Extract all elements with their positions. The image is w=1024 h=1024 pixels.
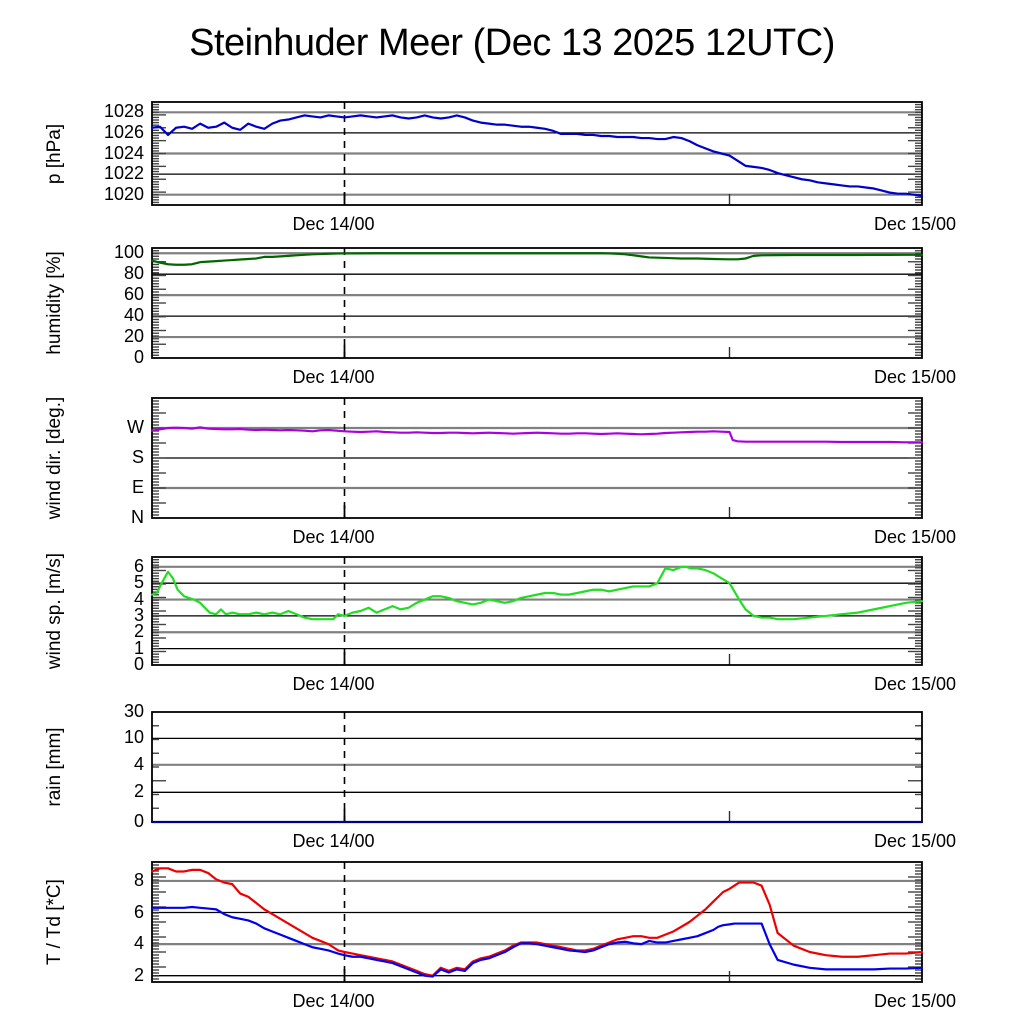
ytick-label-humidity: 100 (113, 242, 144, 263)
series-line-humidity (150, 252, 924, 266)
xtick-label-right: Dec 15/00 (874, 674, 957, 694)
ytick-label-pressure: 1022 (103, 163, 144, 184)
xtick-label-left: Dec 14/00 (292, 831, 375, 851)
series-line-wind-speed (150, 565, 924, 621)
ytick-label-temperature: 8 (133, 869, 144, 890)
xtick-label-left: Dec 14/00 (292, 214, 375, 234)
series-line-pressure (150, 114, 924, 197)
axis-label-pressure: p [hPa] (44, 123, 65, 185)
ytick-label-rain: 4 (133, 753, 144, 774)
series-line-wind-direction (150, 426, 924, 444)
ytick-label-temperature: 2 (133, 964, 144, 985)
ytick-label-pressure: 1028 (103, 101, 144, 122)
ytick-label-humidity: 80 (123, 263, 144, 284)
axis-label-wind_direction: wind dir. [deg.] (44, 396, 65, 520)
axis-label-temperature: T / Td [*C] (44, 879, 65, 965)
ytick-label-wind_speed: 1 (133, 637, 144, 658)
series-line-t (150, 867, 924, 977)
page-title: Steinhuder Meer (Dec 13 2025 12UTC) (189, 22, 835, 64)
series-line-td (150, 905, 924, 978)
ytick-label-wind_speed: 6 (133, 555, 144, 576)
ytick-label-wind_speed: 3 (133, 604, 144, 625)
ytick-label-wind_speed: 0 (133, 654, 144, 674)
ytick-label-pressure: 1024 (103, 142, 144, 163)
ytick-label-wind_direction: N (131, 507, 144, 527)
xtick-label-left: Dec 14/00 (292, 527, 375, 547)
ytick-label-wind_speed: 2 (133, 621, 144, 642)
panel-wind_speed (150, 556, 924, 666)
ytick-label-temperature: 4 (133, 933, 144, 954)
ytick-label-wind_direction: E (131, 477, 144, 497)
xtick-label-left: Dec 14/00 (292, 367, 375, 387)
ytick-label-rain: 30 (123, 701, 144, 721)
panel-rain (150, 711, 924, 824)
ytick-label-wind_direction: S (131, 447, 144, 467)
xtick-label-right: Dec 15/00 (874, 367, 957, 387)
axis-label-humidity: humidity [%] (44, 251, 65, 355)
ytick-label-humidity: 20 (123, 326, 144, 347)
ytick-label-wind_direction: W (127, 417, 144, 437)
ytick-label-wind_speed: 5 (133, 572, 144, 593)
ytick-label-wind_speed: 4 (133, 588, 144, 609)
axis-label-rain: rain [mm] (44, 727, 65, 807)
ytick-label-temperature: 6 (133, 901, 144, 922)
ytick-label-pressure: 1026 (103, 121, 144, 142)
panel-pressure (150, 101, 924, 206)
ytick-label-pressure: 1020 (103, 183, 144, 204)
xtick-label-left: Dec 14/00 (292, 991, 375, 1011)
axis-label-wind_speed: wind sp. [m/s] (44, 552, 65, 670)
ytick-label-rain: 2 (133, 781, 144, 802)
xtick-label-right: Dec 15/00 (874, 831, 957, 851)
xtick-label-right: Dec 15/00 (874, 991, 957, 1011)
panel-temperature (150, 861, 924, 983)
ytick-label-humidity: 60 (123, 284, 144, 305)
ytick-label-humidity: 0 (133, 347, 144, 367)
xtick-label-right: Dec 15/00 (874, 214, 957, 234)
panel-wind_direction (150, 397, 924, 519)
ytick-label-rain: 10 (123, 727, 144, 748)
xtick-label-left: Dec 14/00 (292, 674, 375, 694)
ytick-label-rain: 0 (133, 811, 144, 831)
ytick-label-humidity: 40 (123, 305, 144, 326)
panel-humidity (150, 247, 924, 359)
xtick-label-right: Dec 15/00 (874, 527, 957, 547)
